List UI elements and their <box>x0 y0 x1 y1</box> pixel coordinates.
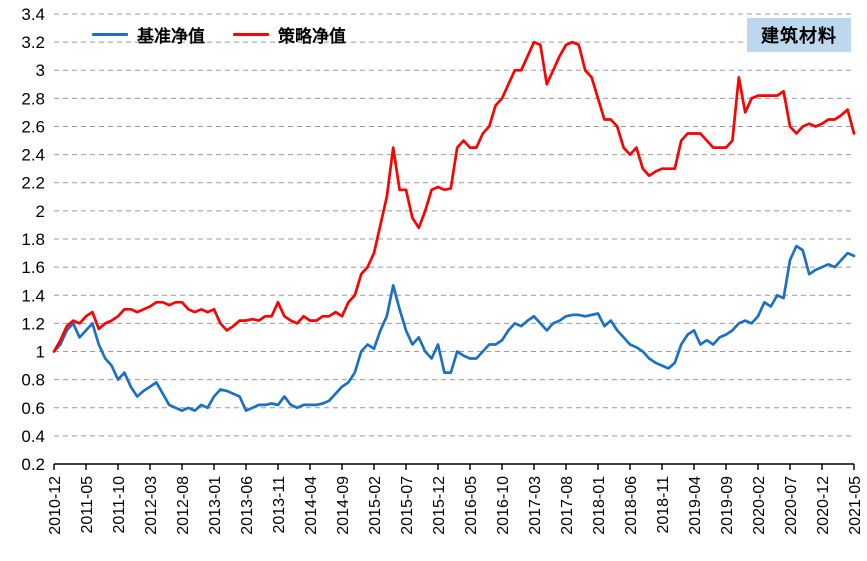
svg-text:2.6: 2.6 <box>21 118 45 137</box>
svg-text:3.2: 3.2 <box>21 33 45 52</box>
svg-text:2011-05: 2011-05 <box>79 476 96 534</box>
legend-label-benchmark: 基准净值 <box>137 27 205 46</box>
svg-text:2019-09: 2019-09 <box>719 476 736 535</box>
svg-text:0.6: 0.6 <box>21 399 45 418</box>
svg-text:2018-01: 2018-01 <box>591 476 608 535</box>
svg-text:2017-03: 2017-03 <box>527 476 544 535</box>
svg-text:2018-06: 2018-06 <box>623 476 640 535</box>
svg-text:2012-08: 2012-08 <box>175 476 192 535</box>
svg-text:2017-08: 2017-08 <box>559 476 576 535</box>
legend: 基准净值 策略净值 <box>92 22 346 47</box>
svg-text:2013-11: 2013-11 <box>271 476 288 534</box>
svg-text:2015-07: 2015-07 <box>399 476 416 535</box>
svg-text:2020-02: 2020-02 <box>751 476 768 535</box>
svg-text:2.8: 2.8 <box>21 89 45 108</box>
svg-text:1.8: 1.8 <box>21 230 45 249</box>
legend-item-benchmark: 基准净值 <box>92 22 205 47</box>
svg-text:0.2: 0.2 <box>21 455 45 474</box>
svg-text:2016-10: 2016-10 <box>495 476 512 535</box>
svg-text:2019-04: 2019-04 <box>687 476 704 535</box>
svg-text:2.4: 2.4 <box>21 146 45 165</box>
svg-text:2013-06: 2013-06 <box>239 476 256 535</box>
svg-text:2014-09: 2014-09 <box>335 476 352 535</box>
svg-text:2021-05: 2021-05 <box>847 476 864 535</box>
svg-text:2014-04: 2014-04 <box>303 476 320 535</box>
strategy-line-swatch <box>233 33 269 36</box>
svg-text:2018-11: 2018-11 <box>655 476 672 534</box>
svg-text:2011-10: 2011-10 <box>111 476 128 534</box>
svg-text:1.6: 1.6 <box>21 258 45 277</box>
svg-text:3: 3 <box>36 61 45 80</box>
svg-text:2012-03: 2012-03 <box>143 476 160 535</box>
legend-item-strategy: 策略净值 <box>233 22 346 47</box>
svg-text:1.2: 1.2 <box>21 314 45 333</box>
legend-label-strategy: 策略净值 <box>278 27 346 46</box>
svg-text:2.2: 2.2 <box>21 174 45 193</box>
svg-text:2015-02: 2015-02 <box>367 476 384 535</box>
svg-text:3.4: 3.4 <box>21 5 45 24</box>
svg-text:2016-05: 2016-05 <box>463 476 480 535</box>
svg-text:1: 1 <box>36 343 45 362</box>
svg-text:2020-12: 2020-12 <box>815 476 832 535</box>
benchmark-line-swatch <box>92 33 128 36</box>
corner-label: 建筑材料 <box>747 18 851 52</box>
svg-text:2: 2 <box>36 202 45 221</box>
svg-text:2013-01: 2013-01 <box>207 476 224 535</box>
svg-text:2015-12: 2015-12 <box>431 476 448 535</box>
svg-text:2010-12: 2010-12 <box>47 476 64 535</box>
svg-text:0.4: 0.4 <box>21 427 45 446</box>
svg-text:0.8: 0.8 <box>21 371 45 390</box>
svg-text:1.4: 1.4 <box>21 286 45 305</box>
svg-text:2020-07: 2020-07 <box>783 476 800 535</box>
